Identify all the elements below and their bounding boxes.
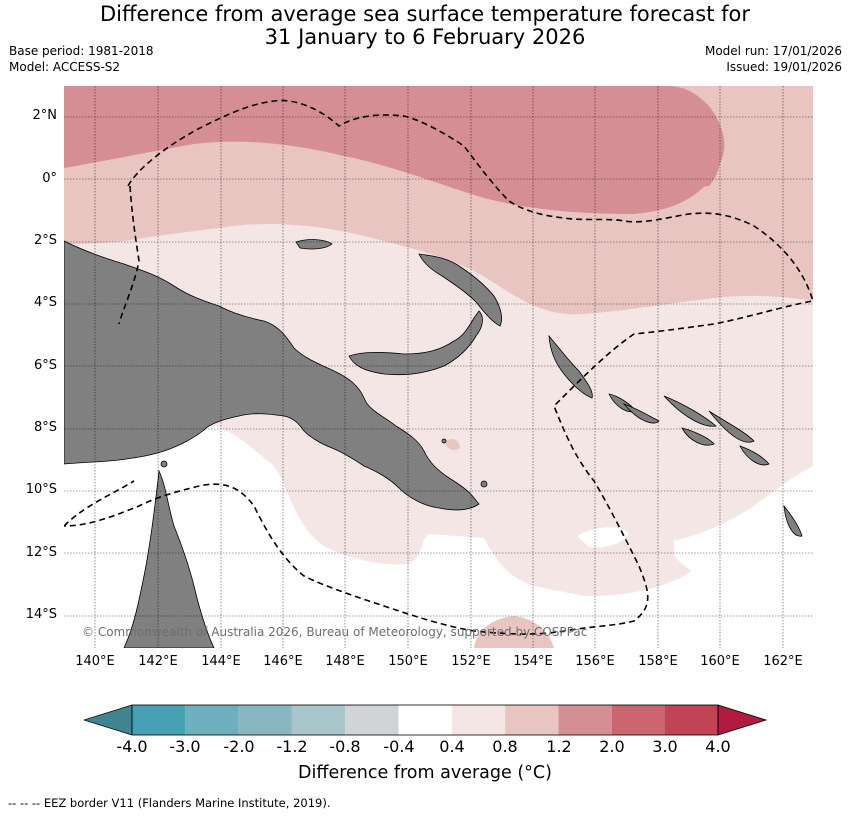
lon-label-142e: 142°E: [138, 654, 178, 669]
lon-label-158e: 158°E: [638, 654, 678, 669]
anomaly-patch-small: [445, 439, 460, 450]
land-vanuatu: [783, 504, 803, 537]
gridlines: [64, 86, 813, 648]
colorbar-label: 3.0: [652, 737, 678, 756]
anomaly-map: [64, 86, 813, 648]
lat-label-0: 0°: [42, 171, 57, 186]
land-new-ireland: [418, 253, 502, 327]
colorbar-swatch-10: [611, 705, 665, 735]
land-bougainville: [548, 334, 593, 399]
colorbar-swatch-11: [665, 705, 718, 735]
lat-label-8s: 8°S: [33, 420, 57, 435]
colorbar-swatch-7: [451, 705, 506, 735]
colorbar: [84, 704, 768, 736]
lon-label-140e: 140°E: [75, 654, 115, 669]
lat-label-10s: 10°S: [25, 482, 57, 497]
issued-date: Issued: 19/01/2026: [726, 60, 842, 74]
colorbar-label: 2.0: [599, 737, 625, 756]
land-santa-isabel: [663, 395, 717, 427]
colorbar-label: -0.8: [329, 737, 361, 756]
lat-label-12s: 12°S: [25, 545, 57, 560]
eez-footnote: -- -- -- EEZ border V11 (Flanders Marine…: [8, 796, 331, 810]
near-average-region-east: [674, 471, 813, 648]
lon-label-152e: 152°E: [451, 654, 491, 669]
base-period: Base period: 1981-2018: [9, 44, 154, 58]
colorbar-swatch-1: [132, 705, 186, 735]
title-line-2: 31 January to 6 February 2026: [264, 25, 586, 49]
colorbar-label: -2.0: [223, 737, 255, 756]
land-new-britain: [348, 310, 483, 376]
land-new-guinea: [64, 240, 480, 511]
land-makira: [739, 445, 770, 466]
colorbar-label: 0.4: [439, 737, 465, 756]
lat-label-2s: 2°S: [33, 233, 57, 248]
model-name: Model: ACCESS-S2: [9, 60, 121, 74]
lon-label-144e: 144°E: [201, 654, 241, 669]
lon-label-146e: 146°E: [263, 654, 303, 669]
anomaly-patch-south: [474, 616, 554, 648]
colorbar-title: Difference from average (°C): [298, 763, 552, 783]
land-torres-islet: [160, 460, 168, 468]
colorbar-swatch-8: [505, 705, 559, 735]
colorbar-swatch-5: [345, 705, 399, 735]
colorbar-label: -4.0: [116, 737, 148, 756]
lon-label-154e: 154°E: [513, 654, 553, 669]
land-louisiade-islet: [480, 480, 488, 488]
lat-label-2n: 2°N: [32, 108, 58, 123]
colorbar-arrow-left: [84, 704, 133, 736]
colorbar-swatch-6: [398, 705, 452, 735]
lat-label-6s: 6°S: [33, 358, 57, 373]
lon-label-160e: 160°E: [700, 654, 740, 669]
colorbar-swatch-9: [558, 705, 612, 735]
land-trobriand-islet: [441, 438, 447, 444]
near-average-region-south: [64, 426, 813, 648]
eez-border: [64, 99, 813, 635]
copyright-notice: © Commonwealth of Australia 2026, Bureau…: [82, 625, 588, 639]
colorbar-label: -3.0: [169, 737, 201, 756]
colorbar-label: -0.4: [383, 737, 415, 756]
title-line-1: Difference from average sea surface temp…: [100, 2, 750, 26]
land-guadalcanal: [681, 427, 715, 446]
colorbar-swatch-4: [291, 705, 346, 735]
near-average-island: [577, 527, 629, 548]
lon-label-150e: 150°E: [388, 654, 428, 669]
meta-left: Base period: 1981-2018 Model: ACCESS-S2: [9, 43, 154, 75]
model-run: Model run: 17/01/2026: [704, 44, 842, 58]
land-new-georgia: [622, 403, 660, 424]
colorbar-label: -1.2: [276, 737, 308, 756]
colorbar-label: 1.2: [546, 737, 572, 756]
lat-label-14s: 14°S: [25, 607, 57, 622]
map-title: Difference from average sea surface temp…: [0, 3, 850, 49]
colorbar-swatch-2: [185, 705, 239, 735]
lon-label-162e: 162°E: [763, 654, 803, 669]
colorbar-arrow-right: [717, 704, 768, 736]
colorbar-label: 4.0: [705, 737, 731, 756]
land-cape-york: [123, 469, 215, 648]
lat-label-4s: 4°S: [33, 295, 57, 310]
anomaly-band-1-2-2-0-east: [494, 86, 721, 191]
meta-right: Model run: 17/01/2026 Issued: 19/01/2026: [705, 43, 842, 75]
colorbar-swatch-3: [238, 705, 292, 735]
lon-label-156e: 156°E: [575, 654, 615, 669]
colorbar-label: 0.8: [492, 737, 518, 756]
lon-label-148e: 148°E: [325, 654, 365, 669]
